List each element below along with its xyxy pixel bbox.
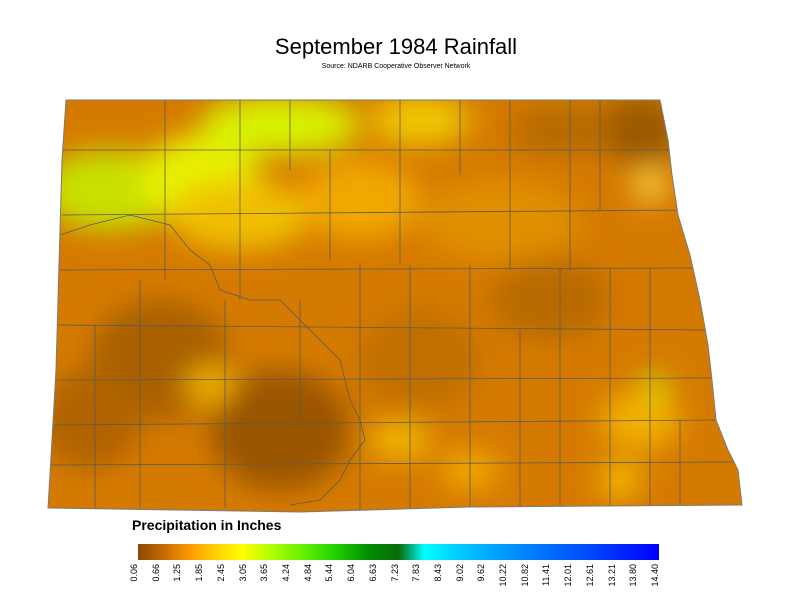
legend-tick-label: 3.05 — [237, 564, 248, 582]
legend-tick-label: 0.66 — [150, 564, 161, 582]
legend-tick-label: 4.24 — [280, 564, 291, 582]
legend-tick-label: 3.65 — [259, 564, 270, 582]
legend-tick-label: 1.85 — [194, 564, 205, 582]
legend-tick-label: 13.21 — [606, 564, 617, 587]
legend-tick-label: 11.41 — [541, 564, 552, 586]
legend-color-bar — [138, 544, 659, 560]
legend-tick-label: 6.04 — [346, 564, 357, 582]
map-title: September 1984 Rainfall — [274, 34, 518, 59]
legend-tick-label: 2.45 — [215, 564, 226, 582]
precip-surface — [48, 100, 742, 512]
map-subtitle: Source: NDARB Cooperative Observer Netwo… — [321, 63, 471, 70]
legend-tick-label: 12.61 — [584, 564, 595, 587]
legend-tick-label: 7.83 — [411, 564, 422, 582]
legend-tick-label: 10.22 — [498, 564, 509, 587]
legend-tick-label: 10.82 — [519, 564, 530, 587]
legend-tick-label: 7.23 — [389, 564, 400, 582]
county-lines — [49, 100, 736, 510]
legend-ticks: 0.06 0.66 1.25 1.85 2.45 3.05 3.65 4.24 4.84 5.44… — [129, 564, 660, 604]
legend-tick-label: 0.06 — [129, 564, 139, 582]
legend-tick-label: 8.43 — [432, 564, 443, 582]
legend-tick-label: 5.44 — [324, 564, 335, 582]
legend-tick-label: 14.40 — [650, 564, 660, 587]
legend-title: Precipitation in Inches — [132, 517, 282, 533]
legend-tick-label: 6.63 — [367, 564, 378, 582]
state-outline — [47, 99, 743, 513]
legend-tick-label: 4.84 — [302, 564, 313, 582]
legend-tick-label: 13.80 — [628, 564, 639, 587]
legend-tick-label: 12.01 — [563, 564, 574, 587]
legend-tick-label: 9.62 — [476, 564, 487, 582]
legend-tick-label: 9.02 — [454, 564, 465, 582]
legend-tick-label: 1.25 — [172, 564, 183, 582]
